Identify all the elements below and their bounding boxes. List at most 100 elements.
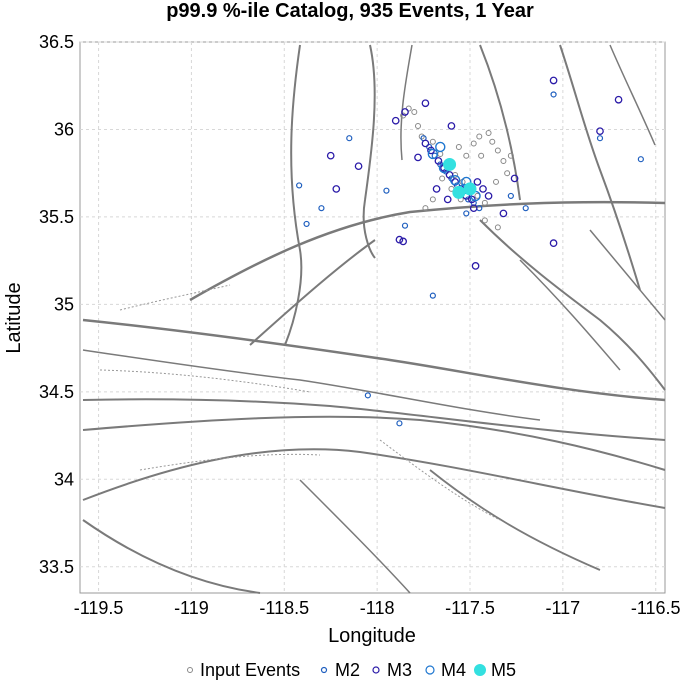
- m2-event-point: [346, 135, 353, 142]
- input-event-point: [439, 175, 446, 182]
- input-event-point: [429, 196, 436, 203]
- input-event-point: [494, 224, 501, 231]
- input-event-point: [507, 152, 514, 159]
- m5-event-point: [443, 157, 457, 171]
- y-tick-label: 36: [54, 119, 74, 139]
- m2-event-point: [463, 210, 470, 217]
- m3-event-point: [484, 192, 493, 200]
- m3-event-point: [469, 204, 478, 213]
- m3-event-point: [354, 162, 363, 171]
- input-event-point: [481, 217, 488, 224]
- m2-event-point: [429, 292, 436, 299]
- m3-event-point: [432, 185, 441, 193]
- input-event-point: [476, 133, 483, 140]
- m3-event-point: [499, 209, 508, 218]
- m4-event-point: [449, 174, 461, 186]
- m3-event-point: [421, 139, 430, 148]
- legend-label-m2: M2: [335, 660, 360, 680]
- m3-event-point: [614, 95, 623, 104]
- m4-event-point: [427, 148, 439, 160]
- m3-event-point: [427, 146, 435, 155]
- x-tick-label: -118.5: [259, 598, 309, 618]
- m2-event-point: [637, 156, 644, 163]
- m3-event-point: [447, 122, 456, 130]
- input-event-point: [470, 140, 477, 147]
- m2-event-point: [296, 182, 303, 189]
- m3-event-point: [445, 171, 454, 179]
- y-tick-label: 34: [54, 469, 74, 489]
- legend: Input Events M2 M3 M4 M5: [187, 660, 516, 680]
- m2-event-point: [596, 135, 604, 142]
- input-event-point: [429, 138, 436, 145]
- m2-event-point: [401, 222, 409, 229]
- m4-event-point: [435, 141, 446, 153]
- x-tick-label: -119: [174, 598, 209, 618]
- m3-event-point: [391, 116, 400, 125]
- x-tick-label: -116.5: [631, 598, 681, 618]
- m3-event-point: [471, 262, 480, 270]
- input-event-point: [415, 122, 421, 129]
- fault-lines: [82, 44, 666, 594]
- input-event-point: [411, 108, 418, 115]
- m5-event-point: [463, 182, 477, 196]
- m3-event-point: [468, 195, 476, 204]
- legend-marker-m2: [320, 666, 328, 674]
- m2-event-point: [318, 205, 325, 212]
- x-tick-label: -119.5: [74, 598, 124, 618]
- m2-event-point: [383, 187, 390, 194]
- m3-event-point: [596, 127, 604, 136]
- m3-event-point: [414, 153, 422, 162]
- x-tick-label: -117: [546, 598, 581, 618]
- input-event-point: [455, 143, 462, 150]
- m5-event-point: [452, 185, 466, 199]
- input-event-point: [478, 152, 485, 159]
- m2-event-point: [303, 220, 310, 228]
- input-event-point: [481, 199, 488, 206]
- x-tick-label: -117.5: [445, 598, 495, 618]
- m2-event-point: [364, 392, 371, 399]
- chart-title: p99.9 %-ile Catalog, 935 Events, 1 Year: [166, 0, 534, 22]
- m3-event-point: [332, 185, 341, 193]
- x-tick-label: -118: [360, 598, 395, 618]
- legend-label-m4: M4: [441, 660, 466, 680]
- y-tick-label: 36.5: [39, 32, 74, 52]
- y-tick-label: 33.5: [39, 557, 74, 577]
- y-tick-label: 35: [54, 294, 74, 314]
- m3-event-point: [443, 195, 452, 204]
- legend-label-input-events: Input Events: [200, 660, 300, 680]
- m3-event-point: [401, 108, 409, 116]
- input-event-point: [485, 129, 492, 136]
- input-event-point: [422, 205, 429, 212]
- grid-lines: [80, 41, 665, 593]
- legend-marker-input-events: [187, 667, 193, 673]
- input-event-point: [489, 138, 496, 145]
- m3-event-point: [326, 151, 335, 160]
- y-tick-label: 35.5: [39, 207, 74, 227]
- m3-event-point: [473, 178, 482, 186]
- m3-event-point: [549, 239, 558, 248]
- m3-event-point: [421, 99, 430, 108]
- input-event-point: [463, 152, 470, 159]
- input-event-point: [500, 157, 507, 164]
- m2-event-point: [396, 420, 403, 427]
- plot-frame: [79, 41, 666, 594]
- input-event-point: [493, 178, 499, 185]
- m3-event-point: [479, 185, 487, 193]
- m3-event-point: [395, 235, 404, 244]
- m2-event-point: [507, 192, 514, 200]
- input-event-point: [504, 170, 511, 177]
- legend-label-m5: M5: [491, 660, 516, 680]
- y-tick-labels: 33.5 34 34.5 35 35.5 36 36.5: [39, 32, 74, 577]
- m3-event-point: [434, 157, 443, 165]
- event-points: [296, 76, 644, 427]
- legend-marker-m3: [372, 666, 380, 674]
- x-tick-labels: -119.5 -119 -118.5 -118 -117.5 -117 -116.5: [74, 598, 681, 618]
- legend-marker-m5: [474, 664, 486, 676]
- legend-marker-m4: [425, 665, 435, 675]
- m3-event-point: [549, 76, 558, 85]
- m2-event-point: [522, 205, 529, 212]
- legend-label-m3: M3: [387, 660, 412, 680]
- x-axis-label: Longitude: [328, 625, 416, 647]
- m3-event-point: [399, 237, 407, 246]
